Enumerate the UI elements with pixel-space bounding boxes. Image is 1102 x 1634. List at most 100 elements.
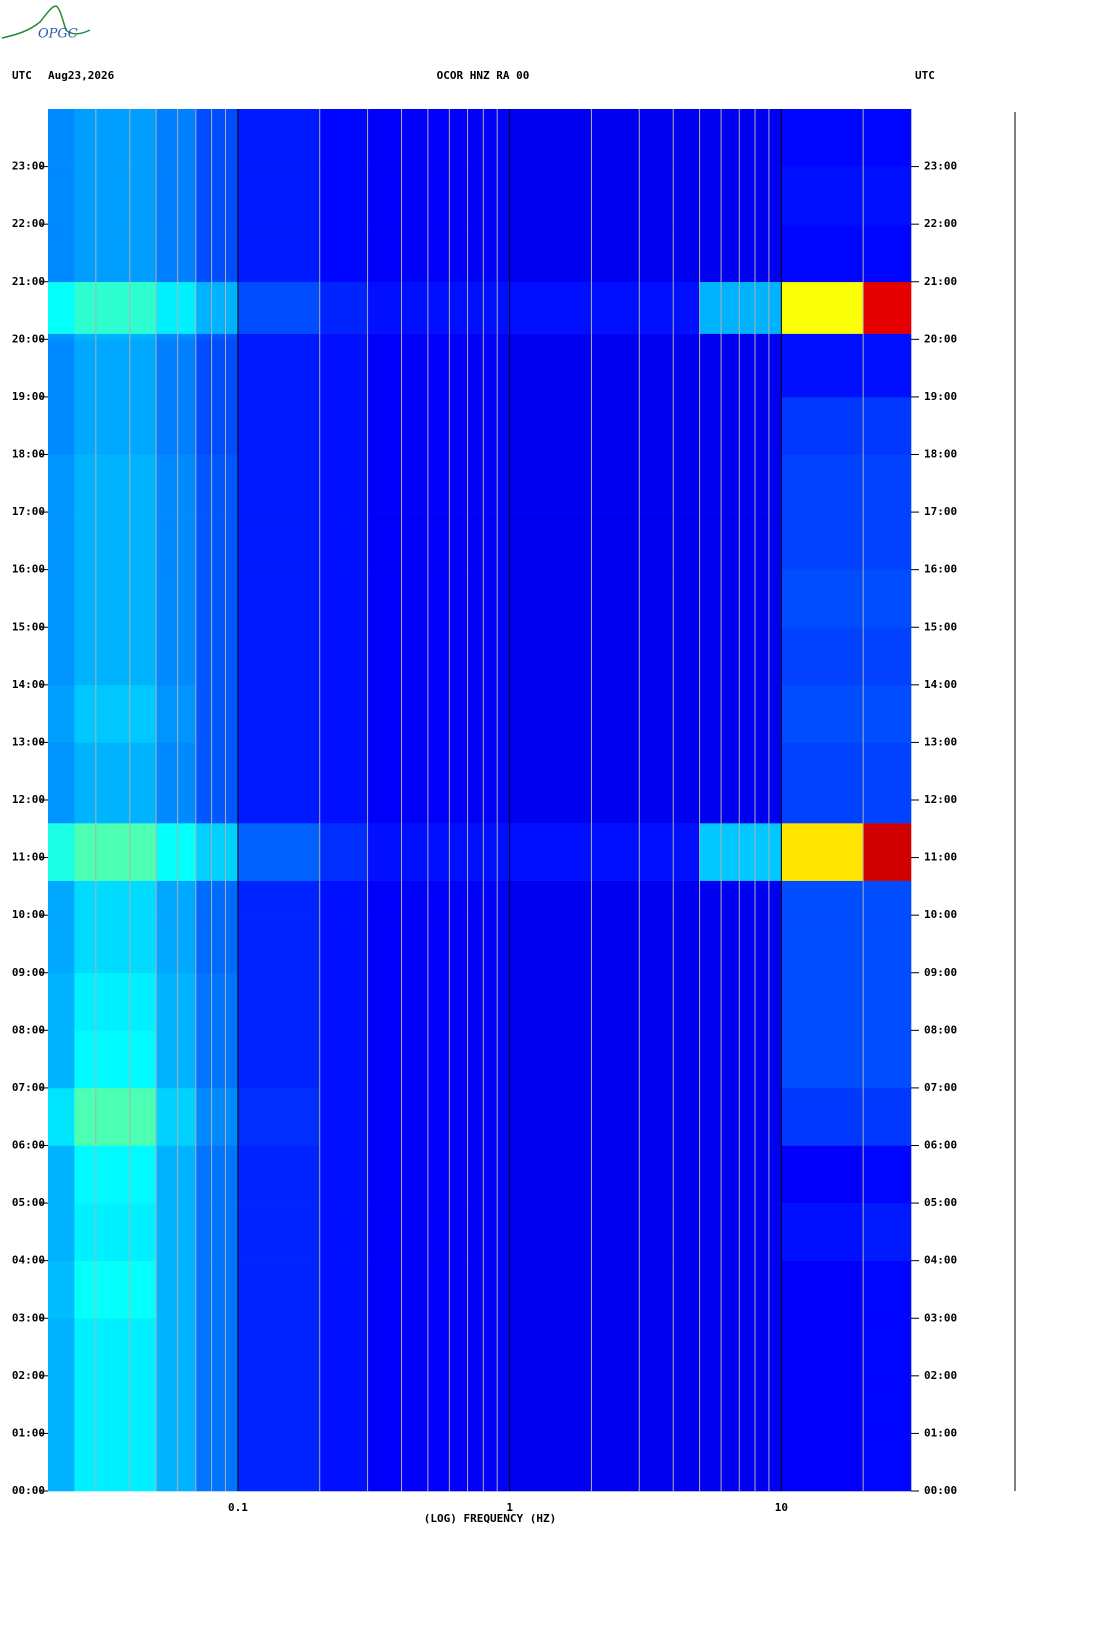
y-tick-label: 12:00	[12, 793, 45, 806]
cell	[509, 1375, 700, 1434]
y-tick-label: 00:00	[924, 1484, 957, 1497]
cell	[863, 224, 912, 283]
cell	[319, 823, 368, 881]
cell	[781, 281, 864, 334]
header-zone: UTC	[915, 69, 935, 82]
cell	[781, 684, 864, 743]
logo: OPGC	[1, 5, 91, 42]
cell	[74, 742, 157, 801]
cell	[48, 569, 75, 628]
cell	[699, 224, 782, 283]
y-tick-label: 12:00	[924, 793, 957, 806]
cell	[367, 512, 510, 570]
cell	[74, 333, 157, 340]
axes: 0.1 1 10 00:00 00:00 01:00 01:00 02:00 02:00 03:0…	[12, 109, 957, 1514]
cell	[367, 339, 510, 398]
cell	[237, 1030, 321, 1089]
cell	[319, 880, 368, 916]
cell	[781, 1375, 864, 1434]
cell	[319, 1375, 368, 1434]
cell	[48, 512, 75, 570]
cell	[863, 339, 912, 398]
cell	[781, 1087, 864, 1146]
cell	[237, 569, 321, 628]
cell	[156, 1145, 197, 1204]
cell	[156, 800, 197, 824]
cell	[195, 972, 239, 1031]
cell	[195, 1433, 239, 1492]
cell	[367, 684, 510, 743]
cell	[699, 1433, 782, 1492]
cell	[156, 333, 197, 340]
cell	[156, 1087, 197, 1146]
cell	[863, 512, 912, 570]
cell	[74, 512, 157, 570]
y-tick-label: 11:00	[924, 851, 957, 864]
cell	[195, 166, 239, 225]
y-tick-label: 23:00	[12, 160, 45, 173]
cell	[237, 800, 321, 824]
cell	[781, 1030, 864, 1089]
cell	[48, 109, 75, 167]
cell	[319, 454, 368, 513]
cell	[863, 823, 912, 881]
y-tick-label: 17:00	[924, 505, 957, 518]
cell	[195, 512, 239, 570]
cell	[74, 339, 157, 398]
y-tick-label: 10:00	[12, 908, 45, 921]
cell	[74, 880, 157, 916]
cell	[156, 915, 197, 974]
cell	[509, 684, 700, 743]
cell	[195, 1375, 239, 1434]
spectrogram	[48, 109, 912, 1492]
cell	[509, 333, 700, 340]
cell	[699, 1375, 782, 1434]
cell	[48, 339, 75, 398]
cell	[699, 339, 782, 398]
cell	[237, 1375, 321, 1434]
cell	[863, 915, 912, 974]
cell	[699, 684, 782, 743]
cell	[863, 109, 912, 167]
cell	[319, 333, 368, 340]
cell	[699, 1087, 782, 1146]
cell	[319, 569, 368, 628]
cell	[237, 454, 321, 513]
cell	[237, 1087, 321, 1146]
cell	[74, 281, 157, 334]
cell	[319, 109, 368, 167]
cell	[699, 742, 782, 801]
cell	[319, 512, 368, 570]
logo-curve	[1, 5, 91, 39]
cell	[48, 1203, 75, 1261]
cell	[509, 972, 700, 1031]
cell	[699, 109, 782, 167]
y-tick-label: 14:00	[12, 678, 45, 691]
cell	[699, 569, 782, 628]
cell	[48, 880, 75, 916]
cell	[237, 396, 321, 455]
cell	[863, 1145, 912, 1204]
y-tick-label: 19:00	[12, 390, 45, 403]
cell	[48, 1375, 75, 1434]
cell	[781, 1260, 864, 1319]
cell	[863, 1433, 912, 1492]
cell	[237, 109, 321, 167]
cell	[699, 800, 782, 824]
cell	[863, 1318, 912, 1377]
cell	[74, 1375, 157, 1434]
cell	[195, 915, 239, 974]
cell	[699, 1145, 782, 1204]
cell	[781, 109, 864, 167]
cell	[863, 972, 912, 1031]
y-tick-label: 20:00	[12, 332, 45, 345]
cell	[48, 972, 75, 1031]
y-tick-label: 03:00	[12, 1311, 45, 1324]
cell	[195, 569, 239, 628]
cell	[781, 333, 864, 340]
cell	[319, 1087, 368, 1146]
cell	[781, 1145, 864, 1204]
cell	[699, 823, 782, 881]
cell	[509, 1145, 700, 1204]
cell	[237, 333, 321, 340]
